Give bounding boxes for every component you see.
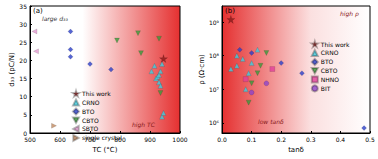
- svg-text:d₃₃ (pC/N): d₃₃ (pC/N): [8, 52, 16, 87]
- svg-text:35: 35: [19, 3, 27, 10]
- svg-text:BTO: BTO: [321, 58, 334, 65]
- svg-text:0: 0: [23, 129, 27, 137]
- svg-text:10⁸: 10⁸: [209, 52, 220, 59]
- svg-text:CRNO: CRNO: [82, 99, 100, 106]
- svg-text:500: 500: [24, 136, 36, 143]
- svg-text:1000: 1000: [172, 136, 187, 143]
- svg-text:10⁹: 10⁹: [209, 19, 220, 26]
- svg-text:BTO: BTO: [82, 108, 95, 115]
- svg-text:large d₃₃: large d₃₃: [42, 15, 68, 23]
- svg-text:This work: This work: [320, 41, 350, 48]
- svg-text:tanδ: tanδ: [288, 146, 304, 154]
- svg-text:This work: This work: [81, 90, 111, 97]
- svg-text:600: 600: [54, 136, 66, 143]
- svg-text:CBTO: CBTO: [82, 117, 99, 124]
- svg-text:0.2: 0.2: [276, 136, 286, 143]
- svg-text:CRNO: CRNO: [321, 49, 339, 56]
- svg-text:single crystal: single crystal: [82, 134, 122, 142]
- svg-text:5: 5: [23, 111, 27, 118]
- svg-text:10⁷: 10⁷: [209, 86, 220, 93]
- svg-text:0.1: 0.1: [247, 136, 257, 143]
- svg-text:low tanδ: low tanδ: [258, 118, 284, 125]
- svg-text:high TC: high TC: [132, 121, 156, 129]
- svg-text:(a): (a): [33, 7, 43, 15]
- svg-text:20: 20: [19, 57, 27, 64]
- svg-text:10⁶: 10⁶: [209, 119, 220, 126]
- svg-text:30: 30: [19, 21, 27, 28]
- svg-text:15: 15: [19, 75, 27, 82]
- svg-text:SBTO: SBTO: [82, 125, 99, 132]
- svg-text:0.3: 0.3: [306, 136, 316, 143]
- svg-text:0.5: 0.5: [365, 136, 375, 143]
- svg-text:900: 900: [144, 136, 156, 143]
- svg-text:BIT: BIT: [321, 85, 331, 92]
- svg-text:(b): (b): [225, 7, 235, 15]
- svg-text:10: 10: [19, 93, 27, 100]
- svg-text:25: 25: [19, 39, 27, 46]
- svg-text:CBTO: CBTO: [321, 67, 338, 74]
- svg-text:NHNO: NHNO: [321, 76, 339, 83]
- svg-text:high ρ: high ρ: [340, 10, 359, 18]
- svg-text:0.0: 0.0: [217, 136, 227, 143]
- svg-text:0.4: 0.4: [336, 136, 346, 143]
- svg-text:TC (°C): TC (°C): [92, 146, 118, 154]
- svg-text:ρ (Ω·cm): ρ (Ω·cm): [198, 54, 206, 85]
